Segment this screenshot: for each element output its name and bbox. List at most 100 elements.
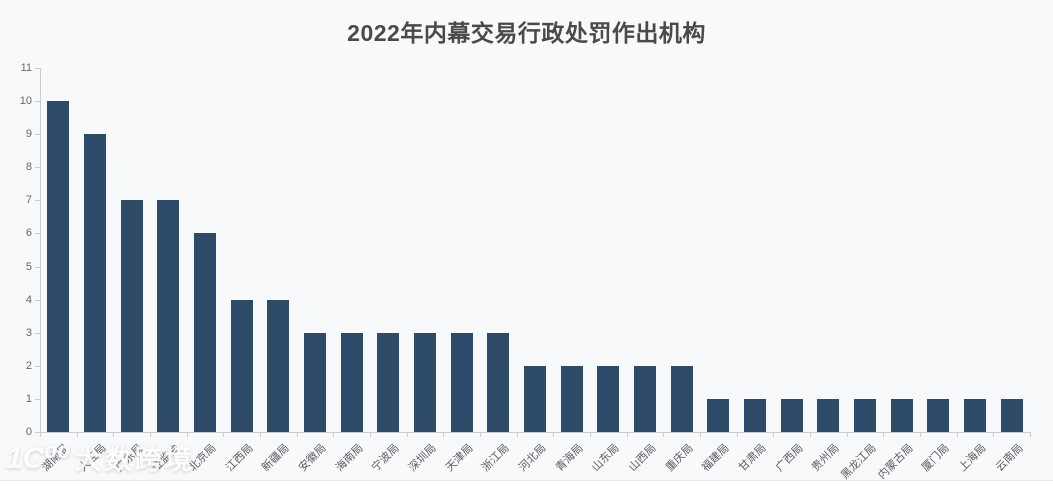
y-axis-tick xyxy=(35,101,40,103)
y-axis-tick-label: 0 xyxy=(25,426,32,438)
y-axis-tick-label: 11 xyxy=(20,62,32,74)
bar[interactable] xyxy=(780,398,803,432)
x-axis-category-label: 重庆局 xyxy=(663,442,696,474)
x-axis-category-label: 浙江局 xyxy=(480,442,512,474)
x-axis-tick xyxy=(956,432,958,437)
x-axis-category-label: 天津局 xyxy=(443,442,476,474)
y-axis-tick-label: 2 xyxy=(25,359,32,372)
x-axis-category-label: 海南局 xyxy=(333,442,366,474)
y-axis-tick-label: 8 xyxy=(25,161,32,174)
x-axis-category-label: 安徽局 xyxy=(296,442,329,474)
bar[interactable] xyxy=(707,398,730,432)
x-axis-tick xyxy=(773,432,775,437)
bar[interactable] xyxy=(854,398,876,432)
bar[interactable] xyxy=(634,365,656,432)
bar[interactable] xyxy=(230,299,253,432)
y-axis-tick xyxy=(35,365,40,367)
bar[interactable] xyxy=(817,398,840,432)
y-axis-tick-label: 4 xyxy=(25,293,32,306)
bar[interactable] xyxy=(890,398,913,432)
bar[interactable] xyxy=(194,233,216,432)
bar[interactable] xyxy=(84,134,106,432)
y-axis-tick xyxy=(35,266,40,268)
bar[interactable] xyxy=(597,365,620,432)
x-axis-tick xyxy=(516,432,518,437)
x-axis-tick xyxy=(810,432,811,437)
bar[interactable] xyxy=(670,365,693,432)
y-axis-tick-label: 3 xyxy=(25,326,32,339)
x-axis-category-label: 新疆局 xyxy=(260,442,292,474)
y-axis-tick xyxy=(35,233,40,235)
x-axis-category-label: 内蒙古局 xyxy=(875,442,916,482)
bar[interactable] xyxy=(377,332,400,432)
y-axis-tick xyxy=(35,299,40,301)
x-axis-category-label: 北京局 xyxy=(186,442,219,474)
x-axis-tick xyxy=(333,432,335,437)
x-axis-tick xyxy=(260,432,261,437)
bar[interactable] xyxy=(524,365,546,432)
y-axis-tick xyxy=(35,167,40,169)
x-axis-category-label: 广东局 xyxy=(113,442,146,474)
bar[interactable] xyxy=(414,332,436,432)
x-axis-tick xyxy=(150,432,151,437)
y-axis-tick-label: 1 xyxy=(25,392,32,405)
bar[interactable] xyxy=(964,398,986,432)
x-axis-tick xyxy=(626,432,628,437)
bar[interactable] xyxy=(927,398,950,432)
x-axis-tick xyxy=(223,432,225,437)
x-axis-category-label: 宁波局 xyxy=(370,442,402,474)
x-axis-category-label: 福建局 xyxy=(700,442,732,474)
x-axis-category-label: 深圳局 xyxy=(406,442,439,474)
x-axis-tick xyxy=(700,432,701,437)
bar[interactable] xyxy=(450,332,473,432)
x-axis-category-label: 甘肃局 xyxy=(736,442,769,474)
x-axis-category-label: 河北局 xyxy=(516,442,549,474)
x-axis-tick xyxy=(113,432,115,437)
y-axis-tick xyxy=(35,200,40,202)
y-axis-tick xyxy=(35,398,40,400)
bar[interactable] xyxy=(120,200,143,432)
x-axis-category-label: 湖南局 xyxy=(40,442,72,474)
y-axis-tick-label: 9 xyxy=(25,128,32,141)
x-axis-tick xyxy=(443,432,445,437)
x-axis-category-label: 云南局 xyxy=(993,442,1026,474)
x-axis-tick xyxy=(846,432,848,437)
x-axis-tick xyxy=(993,432,995,437)
x-axis-category-label: 黑龙江局 xyxy=(839,442,879,482)
y-axis-tick xyxy=(35,432,40,433)
bar[interactable] xyxy=(157,200,180,432)
x-axis-tick xyxy=(1030,432,1031,437)
y-axis-tick-label: 6 xyxy=(25,227,32,240)
y-axis-tick-label: 7 xyxy=(25,194,32,207)
x-axis-category-label: 上海局 xyxy=(956,442,989,474)
x-axis-tick xyxy=(76,432,78,437)
x-axis-category-label: 山东局 xyxy=(590,442,622,474)
bar[interactable] xyxy=(340,332,363,432)
x-axis-category-label: 山西局 xyxy=(626,442,659,474)
x-axis-category-label: 青海局 xyxy=(553,442,586,474)
x-axis-category-label: 大连局 xyxy=(76,442,109,474)
x-axis-tick xyxy=(736,432,738,437)
x-axis-category-label: 厦门局 xyxy=(920,442,952,474)
bar[interactable] xyxy=(47,101,70,432)
chart-title: 2022年内幕交易行政处罚作出机构 xyxy=(347,20,706,46)
bar[interactable] xyxy=(744,398,766,432)
x-axis-tick xyxy=(920,432,921,437)
x-axis-category-label: 证监会 xyxy=(150,442,182,474)
x-axis-tick xyxy=(663,432,665,437)
x-axis-tick xyxy=(296,432,298,437)
x-axis-tick xyxy=(480,432,481,437)
bar[interactable] xyxy=(487,332,510,432)
x-axis-tick xyxy=(590,432,591,437)
bar[interactable] xyxy=(304,332,326,432)
bar[interactable] xyxy=(560,365,583,432)
y-axis-tick xyxy=(35,68,40,69)
bar[interactable] xyxy=(267,299,290,432)
x-axis-tick xyxy=(186,432,188,437)
bar[interactable] xyxy=(1000,398,1023,432)
y-axis-line xyxy=(40,68,41,432)
x-axis-line xyxy=(40,432,1031,433)
x-axis-category-label: 广西局 xyxy=(773,442,806,474)
